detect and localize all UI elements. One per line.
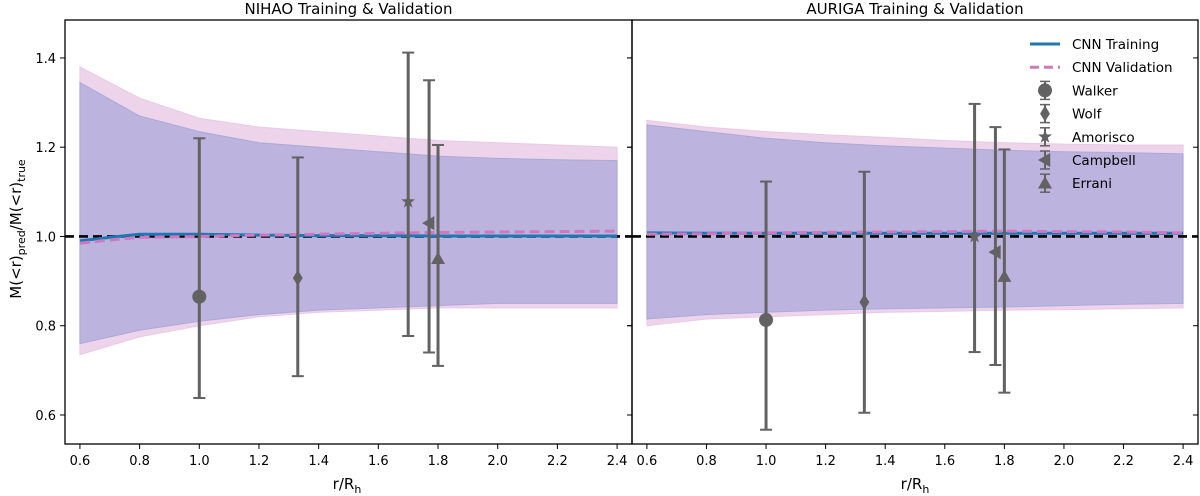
wolf-point <box>859 294 870 311</box>
training-band <box>646 124 1184 320</box>
legend-label: Walker <box>1072 83 1118 99</box>
panel-title: AURIGA Training & Validation <box>806 0 1023 18</box>
y-tick-label: 1.2 <box>35 141 56 156</box>
y-tick-label: 0.6 <box>35 409 56 424</box>
training-band <box>79 81 618 345</box>
x-tick-label: 1.2 <box>249 454 270 469</box>
x-tick-label: 0.8 <box>696 454 717 469</box>
wolf-point <box>292 269 303 287</box>
x-tick-label: 2.0 <box>1054 454 1075 469</box>
auriga-panel: 0.6 0.8 1.0 1.2 1.4 1.6 1.8 2.0 2.2 2.4 AURIGA Tra… <box>627 0 1199 469</box>
legend-label: Campbell <box>1072 153 1136 169</box>
walker-point <box>759 312 774 327</box>
x-tick-label: 2.4 <box>607 454 628 469</box>
errani-point <box>997 269 1012 282</box>
nihao-panel: 0.6 0.8 1.0 1.2 1.4 0.6 0.8 1.0 1.2 1.4 1.6 1.8 2.0 2… <box>35 0 633 469</box>
x-tick-label: 2.2 <box>547 454 568 469</box>
amorisco-point <box>401 194 416 208</box>
legend: CNN Training CNN Validation Walker Wolf Amor… <box>1030 37 1173 193</box>
x-tick-label: 2.0 <box>487 454 508 469</box>
x-tick-label: 1.8 <box>994 454 1015 469</box>
x-tick-label: 1.4 <box>875 454 896 469</box>
y-tick-label: 1.0 <box>35 230 56 245</box>
y-axis-label: M(<r)pred/M(<r)true <box>7 159 28 299</box>
amorisco-point <box>967 229 982 243</box>
cnn-training-line <box>79 232 618 243</box>
y-tick-label: 1.4 <box>35 52 56 67</box>
campbell-point <box>422 216 435 231</box>
x-tick-label: 1.6 <box>934 454 955 469</box>
x-tick-label: 1.6 <box>368 454 389 469</box>
x-tick-label: 1.8 <box>428 454 449 469</box>
x-tick-label: 2.4 <box>1173 454 1194 469</box>
x-tick-label: 1.0 <box>189 454 210 469</box>
x-tick-label: 0.8 <box>129 454 150 469</box>
legend-campbell-marker <box>1038 153 1051 167</box>
legend-label: Amorisco <box>1072 130 1135 146</box>
x-axis-label-right: r/Rh <box>901 475 930 496</box>
legend-wolf-marker <box>1040 105 1050 122</box>
x-tick-label: 2.2 <box>1113 454 1134 469</box>
x-tick-label: 0.6 <box>637 454 658 469</box>
legend-walker-marker <box>1038 83 1052 98</box>
legend-label: CNN Training <box>1072 37 1159 53</box>
plot-frame <box>631 19 1199 445</box>
errani-point <box>431 251 446 265</box>
x-tick-label: 1.4 <box>308 454 329 469</box>
x-tick-label: 1.0 <box>756 454 777 469</box>
legend-label: Wolf <box>1072 107 1103 123</box>
y-tick-label: 0.8 <box>35 320 56 335</box>
legend-errani-marker <box>1038 176 1052 189</box>
x-axis-label-left: r/Rh <box>333 475 362 496</box>
cnn-validation-line <box>79 229 618 245</box>
campbell-point <box>988 245 1001 260</box>
panel-title: NIHAO Training & Validation <box>245 0 453 18</box>
x-tick-label: 1.2 <box>815 454 836 469</box>
legend-label: CNN Validation <box>1072 60 1173 76</box>
legend-label: Errani <box>1072 176 1112 192</box>
legend-amorisco-marker <box>1038 129 1052 143</box>
x-tick-label: 0.6 <box>70 454 91 469</box>
walker-point <box>192 289 207 304</box>
